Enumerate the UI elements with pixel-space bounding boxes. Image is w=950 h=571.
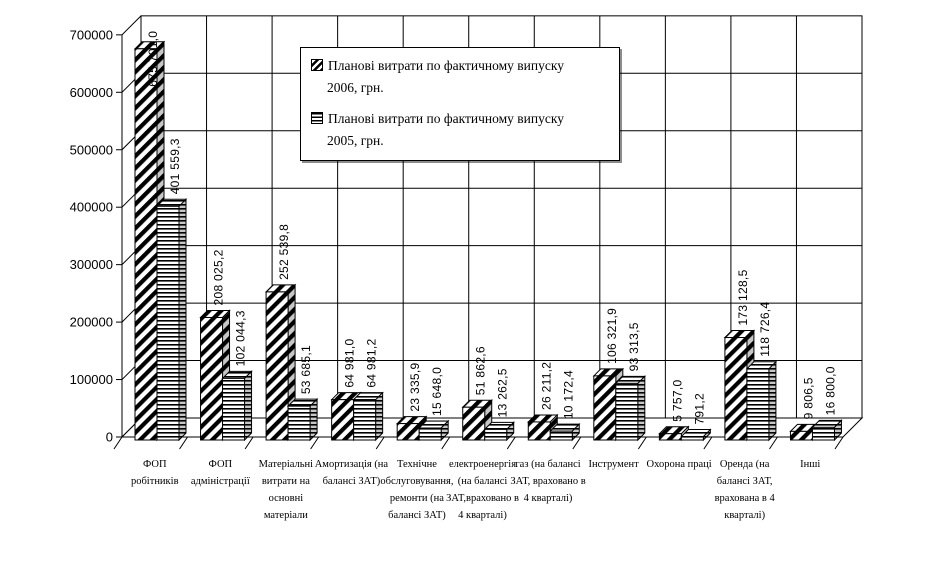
data-label: 13 262,5: [496, 368, 510, 417]
data-label: 64 981,0: [343, 339, 357, 388]
bar-2005-cat2: [221, 370, 253, 442]
category-label: газ (на балансі ЗАТ, враховано в 4 квартал…: [483, 456, 613, 507]
category-label-line: Оренда (на: [719, 459, 770, 470]
category-label-line: адміністрації: [190, 476, 250, 487]
bar-2005-cat1: [155, 198, 188, 442]
category-label-line: 4 кварталі): [458, 510, 507, 521]
legend-label-2005-line1: Планові витрати по фактичному випуску: [328, 111, 564, 126]
legend-item-2005: Планові витрати по фактичному випуску 20…: [311, 108, 611, 152]
category-label-line: матеріали: [263, 510, 308, 521]
category-label-line: обслуговування,: [380, 476, 454, 487]
y-axis-tick-label: 100000: [70, 372, 113, 387]
y-axis-labels: 0 100000 200000 300000 400000 500000 600000 700…: [70, 27, 113, 444]
legend-label-2005-line2: 2005, грн.: [327, 133, 384, 148]
data-label: 5 757,0: [670, 380, 684, 422]
data-label: 10 172,4: [561, 370, 575, 419]
data-label: 16 800,0: [823, 366, 837, 415]
category-label-line: Охорона праці: [646, 459, 712, 470]
category-label: Матеріальні витрати на основні матеріали: [221, 456, 351, 524]
category-label-line: ЗАТ,враховано в: [446, 493, 519, 504]
y-axis-tick-label: 400000: [70, 200, 113, 215]
category-label: Технічне обслуговування, ремонти (на баланс…: [352, 456, 482, 524]
category-label: Оренда (на балансі ЗАТ, врахована в 4 кварт…: [680, 456, 810, 524]
category-label-line: Інші: [800, 459, 821, 470]
bar-2005-cat11: [811, 419, 843, 442]
bar-2005-cat8: [614, 375, 647, 442]
data-label: 53 685,1: [299, 345, 313, 394]
bar-2005-cat9: [680, 428, 712, 442]
category-label-line: ремонти (на: [389, 493, 444, 504]
category-label-line: кварталі): [724, 510, 766, 521]
bar-2005-cat10: [745, 360, 778, 442]
category-label-line: ФОП: [208, 459, 233, 470]
data-label: 675 701,0: [146, 31, 160, 87]
data-label: 173 128,5: [736, 269, 750, 325]
category-label-line: балансі ЗАТ): [322, 476, 381, 487]
bar-2005-cat7: [549, 422, 581, 442]
category-label-line: ФОП: [142, 459, 167, 470]
category-label-line: Інструмент: [588, 459, 639, 470]
data-label: 26 211,2: [539, 362, 553, 410]
data-label: 64 981,2: [365, 339, 379, 388]
data-label: 791,2: [692, 393, 706, 425]
category-label-line: витрати на: [261, 476, 310, 487]
bar-2005-cat3: [286, 397, 319, 442]
category-label-line: електроенергія: [448, 459, 517, 470]
category-label-line: газ (на балансі: [515, 459, 581, 470]
data-label: 106 321,9: [605, 308, 619, 364]
category-label: Охорона праці: [614, 456, 744, 473]
category-label-line: ЗАТ, враховано в: [510, 476, 586, 487]
category-label: Інші: [745, 456, 875, 473]
category-label-line: Технічне: [397, 459, 437, 470]
y-axis-tick-label: 700000: [70, 27, 113, 42]
data-label: 118 726,4: [758, 302, 772, 357]
y-axis-tick-label: 600000: [70, 85, 113, 100]
legend-label-2006-line1: Планові витрати по фактичному випуску: [328, 58, 564, 73]
data-labels: 675 701,0 401 559,3 208 025,2 102 044,3 252 …: [146, 31, 837, 425]
legend-item-2006: Планові витрати по фактичному випуску 20…: [311, 55, 611, 99]
category-label-line: балансі ЗАТ): [388, 510, 446, 521]
legend-marker-diagonal-hatch-icon: [311, 59, 323, 71]
category-label-line: 4 кварталі): [523, 493, 573, 504]
category-label: Амортизація (на балансі ЗАТ): [286, 456, 416, 490]
category-label: ФОП робітників: [90, 456, 220, 490]
category-label-line: Матеріальні: [258, 459, 314, 470]
category-label: Інструмент: [549, 456, 679, 473]
category-label-line: Амортизація (на: [314, 459, 389, 470]
category-label-line: (на балансі: [457, 476, 508, 487]
legend-marker-horizontal-lines-icon: [311, 112, 323, 124]
data-label: 93 313,5: [627, 322, 641, 371]
legend-label-2006-line2: 2006, грн.: [327, 80, 384, 95]
category-label: електроенергія (на балансі ЗАТ,враховано в…: [418, 456, 548, 524]
y-axis-tick-label: 0: [106, 430, 113, 445]
y-axis-tick-label: 200000: [70, 315, 113, 330]
data-label: 102 044,3: [234, 310, 248, 366]
bar-2005-cat4: [352, 391, 384, 442]
y-axis-tick-label: 300000: [70, 257, 113, 272]
bars: [133, 40, 843, 442]
legend: Планові витрати по фактичному випуску 20…: [300, 47, 620, 161]
category-label-line: основні: [268, 493, 304, 504]
category-label-line: робітників: [130, 476, 179, 487]
category-label-line: балансі ЗАТ,: [716, 476, 773, 487]
category-label-line: врахована в 4: [714, 493, 775, 504]
data-label: 252 539,8: [277, 224, 291, 280]
data-label: 401 559,3: [168, 138, 182, 194]
bar-2005-cat6: [483, 421, 515, 442]
data-label: 15 648,0: [430, 367, 444, 416]
y-axis-tick-label: 500000: [70, 142, 113, 157]
data-label: 9 806,5: [801, 377, 815, 419]
data-label: 208 025,2: [212, 249, 226, 305]
data-label: 23 335,9: [408, 362, 422, 411]
data-label: 51 862,6: [474, 346, 488, 395]
category-label: ФОП адміністрації: [155, 456, 285, 490]
bar-2005-cat5: [417, 419, 450, 442]
